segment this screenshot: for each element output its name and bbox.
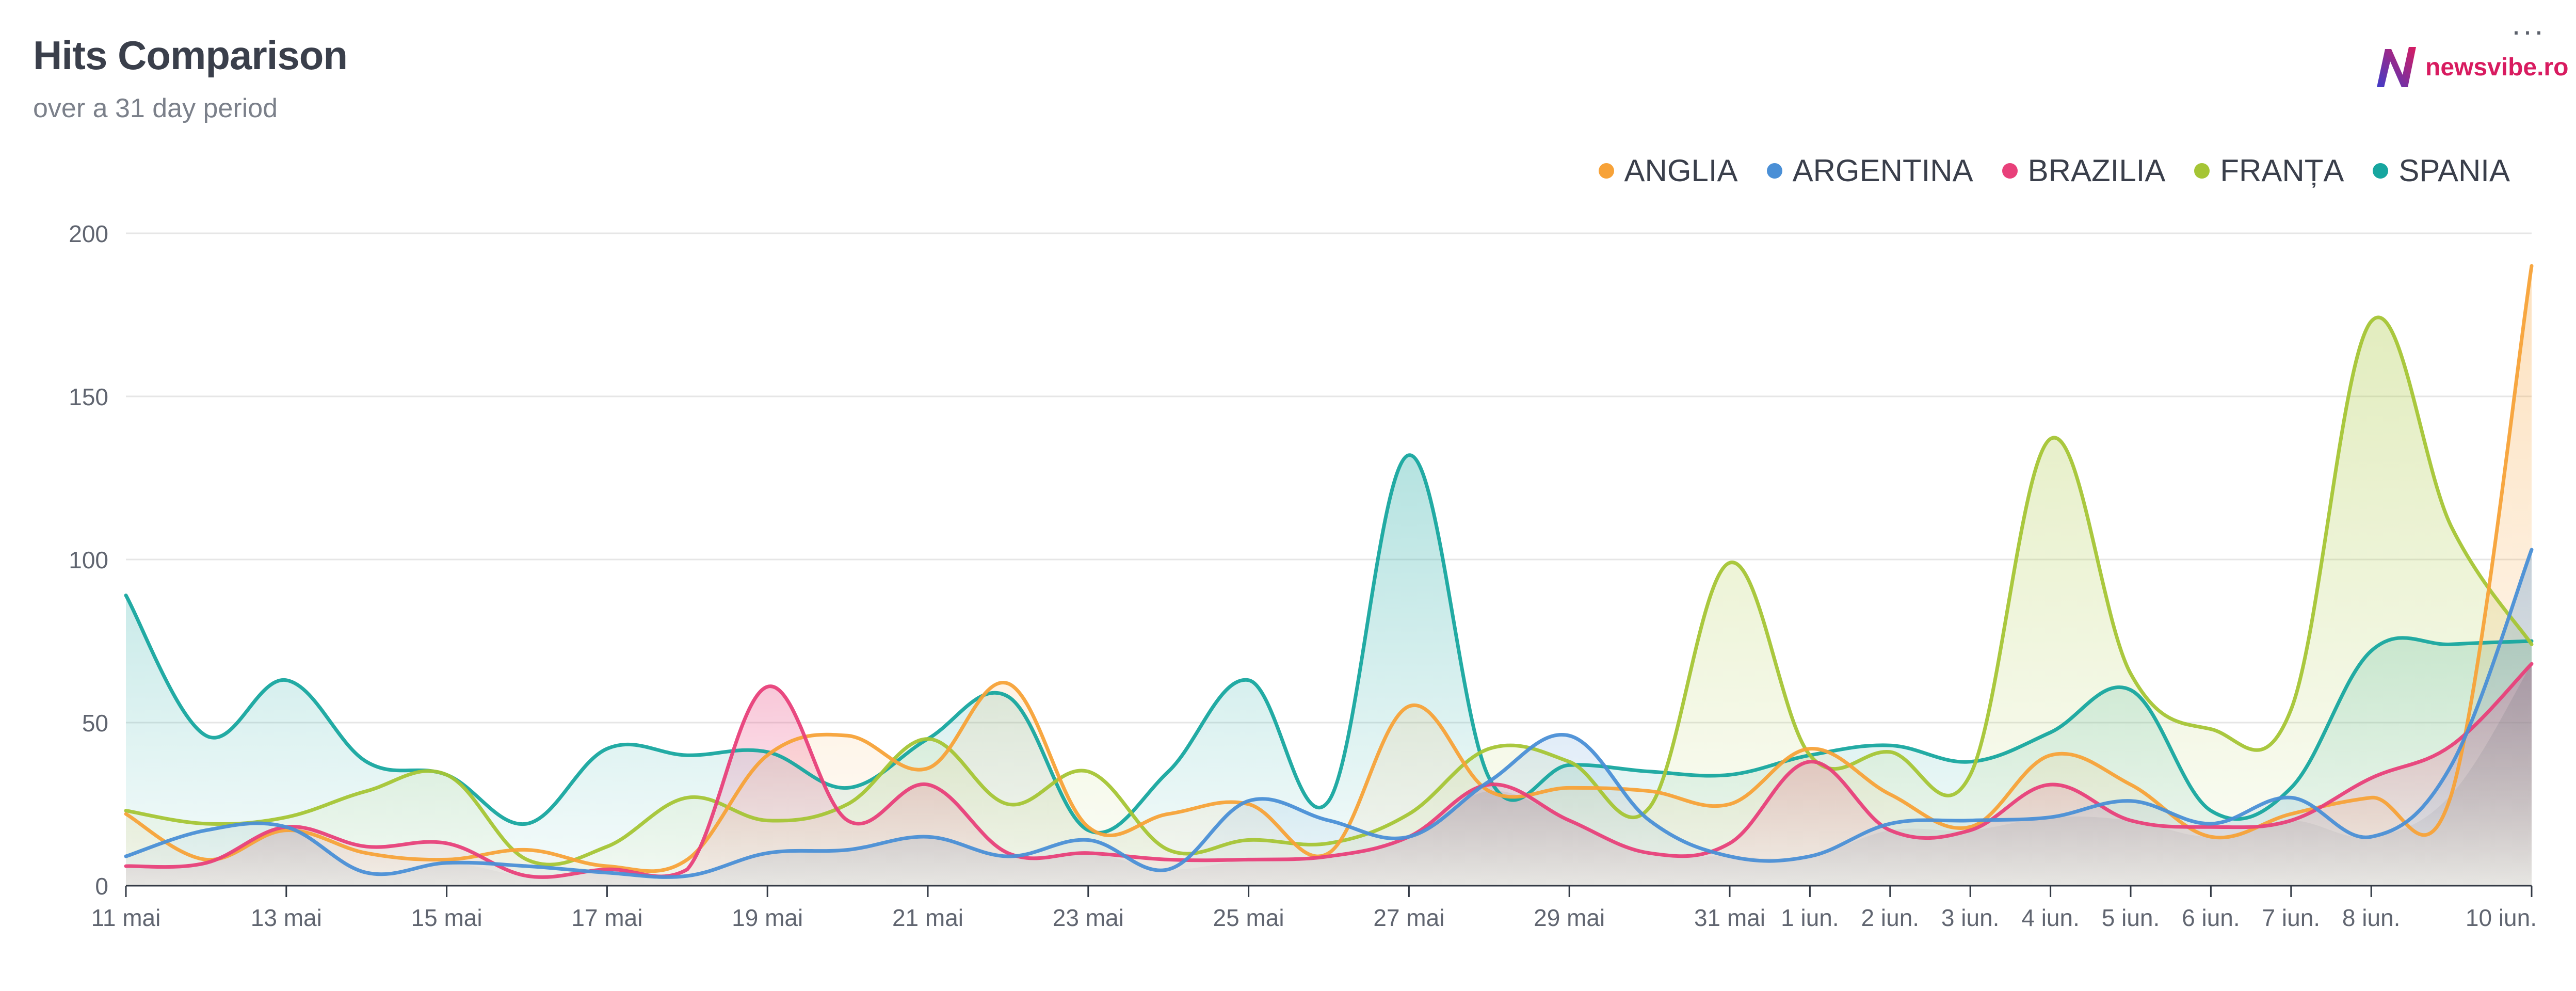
- x-tick-label: 27 mai: [1373, 904, 1444, 931]
- x-tick-label: 11 mai: [91, 904, 161, 931]
- y-tick-label: 150: [69, 383, 108, 410]
- logo-text: newsvibe.ro: [2425, 53, 2569, 81]
- legend-item-brazilia[interactable]: BRAZILIA: [2002, 153, 2166, 188]
- x-tick-label: 29 mai: [1534, 904, 1605, 931]
- y-tick-label: 100: [69, 547, 108, 573]
- x-tick-label: 31 mai: [1694, 904, 1765, 931]
- more-dots-icon[interactable]: ···: [2511, 13, 2545, 48]
- legend-marker-icon: [2002, 163, 2018, 179]
- chart-legend: ANGLIA ARGENTINA BRAZILIA FRANȚA SPANIA: [1598, 153, 2510, 188]
- x-tick-label: 17 mai: [571, 904, 642, 931]
- legend-marker-icon: [2373, 163, 2389, 179]
- chart-title: Hits Comparison: [33, 33, 348, 78]
- x-tick-label: 5 iun.: [2102, 904, 2160, 931]
- x-tick-label: 6 iun.: [2182, 904, 2240, 931]
- x-tick-label: 23 mai: [1053, 904, 1124, 931]
- y-tick-label: 200: [69, 220, 108, 247]
- chart-subtitle: over a 31 day period: [33, 93, 278, 123]
- legend-marker-icon: [1766, 163, 1782, 179]
- area-brazilia: [126, 664, 2532, 886]
- line-anglia: [124, 264, 2534, 873]
- legend-marker-icon: [2194, 163, 2210, 179]
- legend-label: BRAZILIA: [2027, 153, 2166, 188]
- area-overlap-baseline: [126, 664, 2532, 886]
- legend-item-spania[interactable]: SPANIA: [2373, 153, 2510, 188]
- x-tick-label: 25 mai: [1213, 904, 1284, 931]
- x-tick-label: 3 iun.: [1941, 904, 2000, 931]
- legend-label: ANGLIA: [1624, 153, 1738, 188]
- x-tick-label: 21 mai: [892, 904, 963, 931]
- x-tick-label: 8 iun.: [2342, 904, 2401, 931]
- legend-item-anglia[interactable]: ANGLIA: [1598, 153, 1738, 188]
- newsvibe-n-icon: [2377, 47, 2416, 87]
- y-tick-label: 50: [82, 710, 108, 737]
- line-argentina: [124, 548, 2534, 879]
- legend-label: FRANȚA: [2220, 153, 2344, 188]
- x-tick-label: 13 mai: [251, 904, 322, 931]
- x-tick-label: 15 mai: [411, 904, 482, 931]
- newsvibe-logo[interactable]: newsvibe.ro: [2374, 41, 2568, 93]
- x-tick-label: 19 mai: [732, 904, 803, 931]
- legend-label: SPANIA: [2398, 153, 2510, 188]
- y-tick-label: 0: [95, 873, 108, 900]
- line-spania: [124, 453, 2534, 835]
- legend-label: ARGENTINA: [1792, 153, 1973, 188]
- x-tick-label: 1 iun.: [1781, 904, 1839, 931]
- legend-item-argentina[interactable]: ARGENTINA: [1766, 153, 1973, 188]
- x-tick-label: 4 iun.: [2021, 904, 2080, 931]
- line-brazilia: [124, 662, 2534, 879]
- legend-marker-icon: [1598, 163, 1614, 179]
- x-tick-label: 10 iun.: [2466, 904, 2537, 931]
- x-tick-label: 7 iun.: [2262, 904, 2321, 931]
- legend-item-franța[interactable]: FRANȚA: [2194, 153, 2344, 188]
- x-tick-label: 2 iun.: [1861, 904, 1920, 931]
